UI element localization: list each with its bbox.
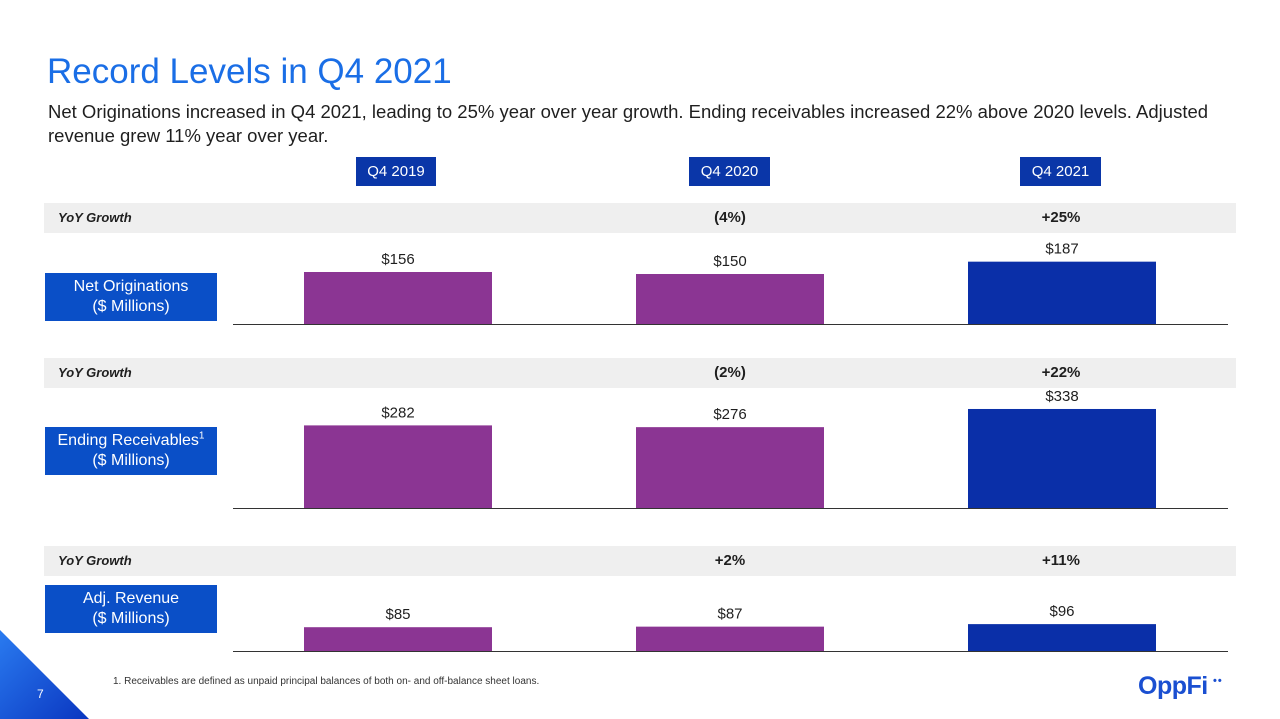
data-label-ending-receivables: $338 xyxy=(1045,388,1078,405)
footnote-marker: 1 xyxy=(198,430,205,442)
yoy-growth-row-adj-revenue: YoY Growth +2% +11% xyxy=(44,546,1236,576)
yoy-growth-value: +11% xyxy=(1042,552,1080,569)
yoy-growth-value: (4%) xyxy=(714,209,746,226)
metric-unit: ($ Millions) xyxy=(92,298,170,315)
metric-name: Ending Receivables xyxy=(57,432,199,449)
corner-accent xyxy=(0,630,89,719)
column-header-q4-2021: Q4 2021 xyxy=(1020,157,1101,186)
data-label-ending-receivables: $276 xyxy=(713,406,746,423)
yoy-growth-label: YoY Growth xyxy=(58,365,132,380)
bar-ending-receivables-q4-2019 xyxy=(304,425,492,508)
bar-adj-revenue-q4-2020 xyxy=(636,626,824,651)
yoy-growth-value: (2%) xyxy=(714,364,746,381)
data-label-adj-revenue: $96 xyxy=(1049,603,1074,620)
logo-mark: •• xyxy=(1213,675,1223,687)
page-subtitle: Net Originations increased in Q4 2021, l… xyxy=(48,101,1209,146)
bar-net-originations-q4-2019 xyxy=(304,272,492,324)
data-label-net-originations: $150 xyxy=(713,253,746,270)
data-label-adj-revenue: $85 xyxy=(385,606,410,623)
bar-ending-receivables-q4-2021 xyxy=(968,408,1156,508)
bar-adj-revenue-q4-2019 xyxy=(304,627,492,651)
footnote: 1. Receivables are defined as unpaid pri… xyxy=(113,676,540,687)
metric-name: Adj. Revenue xyxy=(82,590,180,607)
column-header-q4-2020: Q4 2020 xyxy=(689,157,770,186)
yoy-growth-row-ending-receivables: YoY Growth (2%) +22% xyxy=(44,358,1236,388)
yoy-growth-value: +22% xyxy=(1041,364,1081,381)
page-title: Record Levels in Q4 2021 xyxy=(47,52,452,91)
yoy-growth-label: YoY Growth xyxy=(58,553,132,568)
column-header-q4-2019: Q4 2019 xyxy=(356,157,436,186)
metric-label-adj-revenue: Adj. Revenue ($ Millions) xyxy=(45,585,217,633)
page-number: 7 xyxy=(37,687,44,701)
bar-net-originations-q4-2020 xyxy=(636,274,824,324)
bar-adj-revenue-q4-2021 xyxy=(968,624,1156,651)
yoy-growth-value: +25% xyxy=(1041,209,1081,226)
metric-unit: ($ Millions) xyxy=(92,452,170,469)
metric-name: Net Originations xyxy=(73,278,189,295)
data-label-ending-receivables: $282 xyxy=(381,404,414,421)
yoy-growth-value: +2% xyxy=(714,552,746,569)
oppfi-logo: OppFi xyxy=(1138,672,1208,700)
bar-net-originations-q4-2021 xyxy=(968,261,1156,324)
data-label-net-originations: $187 xyxy=(1045,241,1078,258)
bar-ending-receivables-q4-2020 xyxy=(636,427,824,508)
metric-label-net-originations: Net Originations ($ Millions) xyxy=(45,273,217,321)
data-label-net-originations: $156 xyxy=(381,251,414,268)
metric-unit: ($ Millions) xyxy=(92,610,170,627)
yoy-growth-row-net-originations: YoY Growth (4%) +25% xyxy=(44,203,1236,233)
metric-label-ending-receivables: Ending Receivables1 ($ Millions) xyxy=(45,427,217,475)
data-label-adj-revenue: $87 xyxy=(717,606,742,623)
yoy-growth-label: YoY Growth xyxy=(58,210,132,225)
